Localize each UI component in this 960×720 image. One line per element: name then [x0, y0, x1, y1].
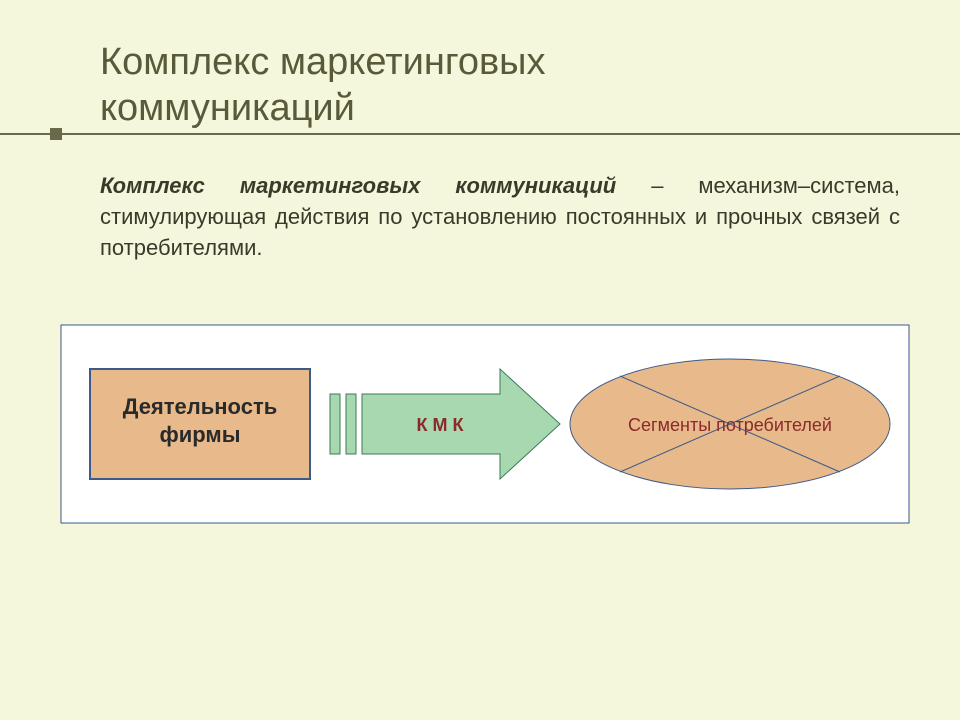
slide: Комплекс маркетинговых коммуникаций Комп…: [0, 0, 960, 720]
ellipse-group: Сегменты потребителей: [570, 359, 890, 489]
definition-text: Комплекс маркетинговых коммуникаций – ме…: [100, 171, 900, 263]
arrow-label: К М К: [417, 415, 465, 435]
title-line-1: Комплекс маркетинговых: [100, 41, 545, 83]
title-line-2: коммуникаций: [100, 87, 355, 129]
ellipse-label: Сегменты потребителей: [628, 415, 832, 435]
firm-box-label-2: фирмы: [160, 422, 241, 447]
diagram: Деятельность фирмы К М К Сегменты потреб…: [60, 324, 910, 524]
definition-term: Комплекс маркетинговых коммуникаций: [100, 173, 616, 198]
slide-title: Комплекс маркетинговых коммуникаций: [100, 40, 900, 131]
title-marker: [50, 128, 62, 140]
diagram-svg: Деятельность фирмы К М К Сегменты потреб…: [60, 324, 910, 524]
title-underline: [0, 133, 960, 135]
arrow-tail-2: [346, 394, 356, 454]
title-block: Комплекс маркетинговых коммуникаций: [100, 40, 900, 131]
arrow-tail-1: [330, 394, 340, 454]
firm-box-group: Деятельность фирмы: [90, 369, 310, 479]
firm-box-label-1: Деятельность: [123, 394, 278, 419]
